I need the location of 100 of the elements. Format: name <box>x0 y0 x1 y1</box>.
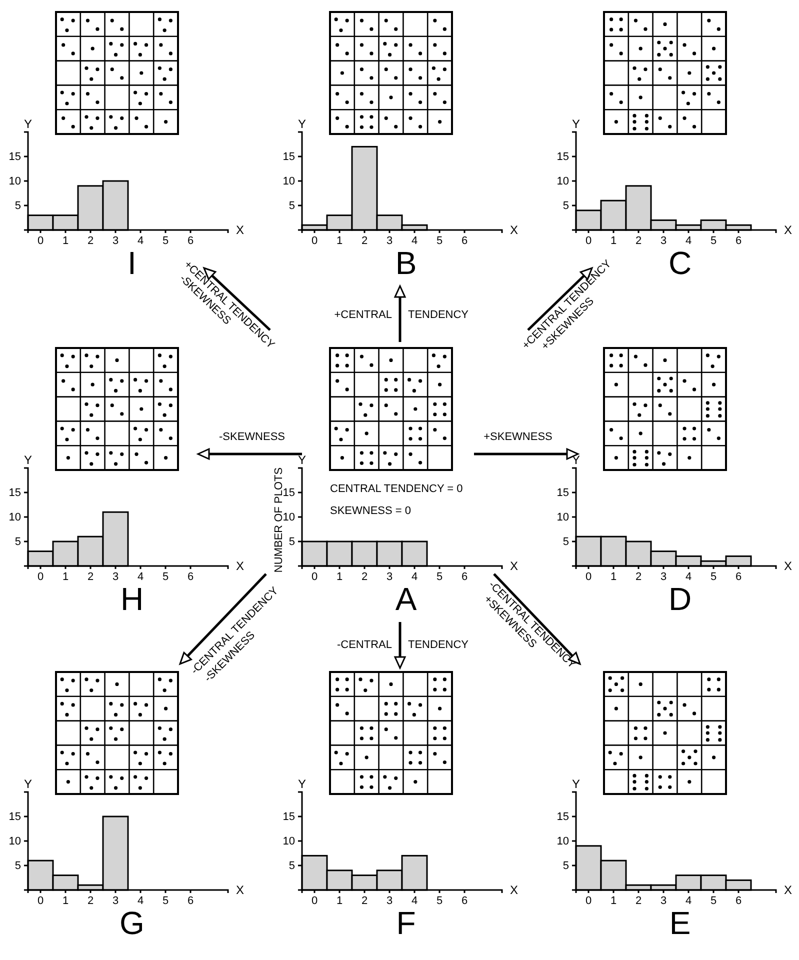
x-tick-label: 1 <box>62 234 69 247</box>
x-tick-label: 5 <box>710 894 717 907</box>
y-tick-label: 10 <box>556 836 569 848</box>
x-tick-label: 5 <box>436 894 443 907</box>
x-tick-label: 5 <box>162 894 169 907</box>
y-tick-label: 10 <box>8 512 21 524</box>
x-tick-label: 5 <box>162 234 169 247</box>
x-axis-title: X <box>784 559 792 573</box>
x-tick-label: 0 <box>37 570 44 583</box>
text: B <box>395 245 417 281</box>
x-tick-label: 5 <box>162 570 169 583</box>
annotation: SKEWNESS = 0 <box>330 505 412 517</box>
x-tick-label: 4 <box>411 570 418 583</box>
x-tick-label: 4 <box>411 234 418 247</box>
x-tick-label: 4 <box>137 234 144 247</box>
y-tick-label: 15 <box>8 811 21 824</box>
x-tick-label: 5 <box>436 234 443 247</box>
text: -CENTRAL <box>336 639 392 651</box>
x-tick-label: 0 <box>311 234 318 247</box>
x-tick-label: 3 <box>660 570 667 583</box>
x-tick-label: 4 <box>685 894 692 907</box>
y-tick-label: 5 <box>562 200 569 212</box>
y-axis-title: Y <box>298 777 306 791</box>
x-axis-title: X <box>784 223 792 237</box>
x-tick-label: 2 <box>361 570 368 583</box>
x-tick-label: 0 <box>37 894 44 907</box>
x-tick-label: 2 <box>635 570 642 583</box>
x-tick-label: 0 <box>585 234 592 247</box>
text: E <box>669 905 691 941</box>
x-tick-label: 5 <box>710 570 717 583</box>
x-tick-label: 6 <box>735 234 742 247</box>
text: I <box>128 245 136 281</box>
y-tick-label: 5 <box>14 536 21 548</box>
y-tick-label: 10 <box>8 836 21 848</box>
x-tick-label: 6 <box>461 894 468 907</box>
x-tick-label: 1 <box>610 570 617 583</box>
text: D <box>668 581 692 617</box>
y-axis-title: Y <box>24 117 32 131</box>
y-tick-label: 10 <box>282 176 295 188</box>
x-tick-label: 1 <box>336 570 343 583</box>
text: C <box>668 245 692 281</box>
x-tick-label: 1 <box>62 894 69 907</box>
x-tick-label: 5 <box>710 234 717 247</box>
x-tick-label: 1 <box>336 894 343 907</box>
x-tick-label: 4 <box>137 570 144 583</box>
y-tick-label: 5 <box>562 536 569 548</box>
x-tick-label: 0 <box>585 894 592 907</box>
x-tick-label: 1 <box>610 894 617 907</box>
x-axis-title: X <box>784 883 792 897</box>
x-axis-title: X <box>236 883 244 897</box>
x-tick-label: 4 <box>411 894 418 907</box>
x-tick-label: 4 <box>685 570 692 583</box>
y-tick-label: 5 <box>288 860 295 872</box>
x-tick-label: 2 <box>361 894 368 907</box>
y-tick-label: 5 <box>288 200 295 212</box>
y-tick-label: 15 <box>282 151 295 164</box>
annotation: CENTRAL TENDENCY = 0 <box>330 483 463 495</box>
y-axis-title: Y <box>24 777 32 791</box>
x-tick-label: 6 <box>461 570 468 583</box>
x-tick-label: 6 <box>735 894 742 907</box>
x-tick-label: 0 <box>37 234 44 247</box>
text: G <box>120 905 144 941</box>
y-tick-label: 5 <box>288 536 295 548</box>
x-tick-label: 2 <box>635 894 642 907</box>
y-tick-label: 15 <box>282 487 295 500</box>
x-tick-label: 1 <box>610 234 617 247</box>
x-axis-title: X <box>510 223 518 237</box>
x-tick-label: 0 <box>311 570 318 583</box>
x-tick-label: 0 <box>585 570 592 583</box>
text: A <box>395 581 418 617</box>
text: -SKEWNESS <box>218 431 286 443</box>
text: +SKEWNESS <box>484 431 552 443</box>
y-axis-title: Y <box>298 117 306 131</box>
y-tick-label: 10 <box>282 836 295 848</box>
text: H <box>120 581 144 617</box>
text: +CENTRAL <box>334 309 392 321</box>
text: F <box>396 905 416 941</box>
y-tick-label: 15 <box>282 811 295 824</box>
y-tick-label: 15 <box>8 487 21 500</box>
x-tick-label: 3 <box>386 234 393 247</box>
text: TENDENCY <box>408 309 470 321</box>
x-axis-title: X <box>510 559 518 573</box>
x-tick-label: 3 <box>660 894 667 907</box>
x-axis-title: X <box>510 883 518 897</box>
y-tick-label: 10 <box>556 176 569 188</box>
y-tick-label: 5 <box>14 200 21 212</box>
y-axis-title: Y <box>298 453 306 467</box>
y-tick-label: 15 <box>8 151 21 164</box>
y-tick-label: 5 <box>14 860 21 872</box>
x-tick-label: 3 <box>112 234 119 247</box>
x-tick-label: 3 <box>112 570 119 583</box>
x-tick-label: 2 <box>87 570 94 583</box>
x-tick-label: 6 <box>187 894 194 907</box>
x-tick-label: 2 <box>87 894 94 907</box>
x-tick-label: 2 <box>635 234 642 247</box>
y-axis-title: Y <box>572 777 580 791</box>
y-tick-label: 10 <box>282 512 295 524</box>
x-tick-label: 6 <box>735 570 742 583</box>
x-axis-title: X <box>236 223 244 237</box>
x-tick-label: 4 <box>685 234 692 247</box>
